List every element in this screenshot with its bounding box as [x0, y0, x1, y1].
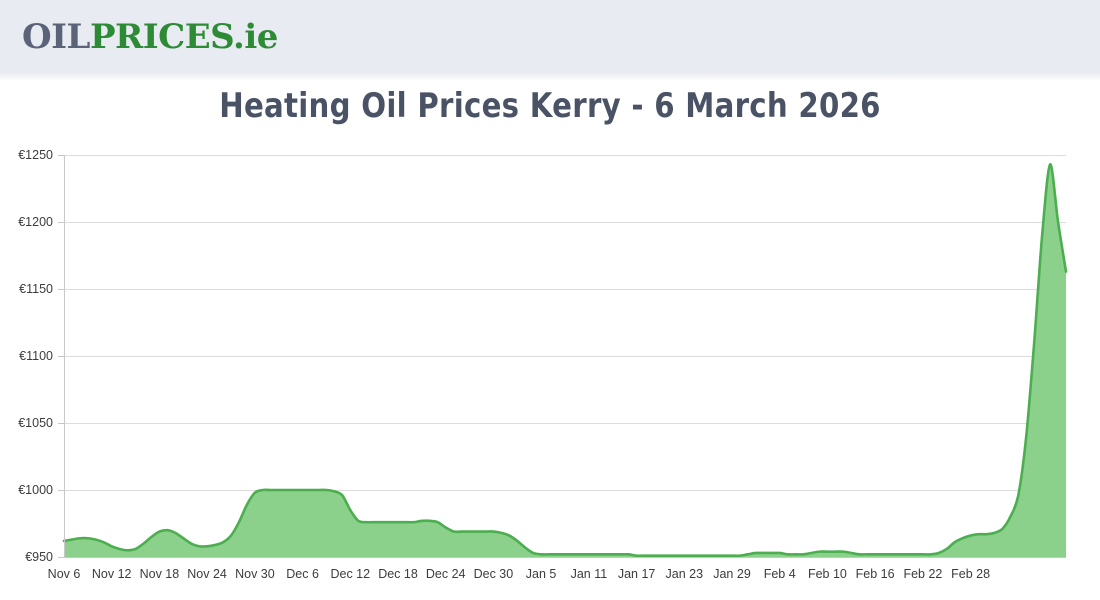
y-tick-label: €1000 — [18, 483, 53, 497]
chart-gridlines — [64, 155, 1066, 558]
price-area-fill — [64, 164, 1066, 558]
x-tick-label: Feb 10 — [808, 567, 847, 581]
x-tick-label: Dec 12 — [330, 567, 370, 581]
x-tick-label: Nov 6 — [48, 567, 81, 581]
page-title: Heating Oil Prices Kerry - 6 March 2026 — [219, 86, 881, 126]
x-tick-label: Nov 18 — [140, 567, 180, 581]
x-tick-label: Jan 29 — [713, 567, 751, 581]
x-tick-label: Feb 22 — [903, 567, 942, 581]
x-tick-label: Dec 24 — [426, 567, 466, 581]
x-tick-label: Dec 30 — [474, 567, 514, 581]
oilprices-ie-logo[interactable]: OILPRICES.ie — [22, 18, 278, 56]
x-tick-label: Jan 11 — [571, 567, 608, 581]
site-header: OILPRICES.ie — [0, 0, 1100, 81]
y-tick-label: €1150 — [19, 282, 53, 296]
logo-text-oil: OIL — [22, 17, 90, 57]
x-tick-label: Dec 6 — [286, 567, 319, 581]
price-area-series — [64, 164, 1066, 558]
y-tick-label: €950 — [25, 550, 53, 564]
x-tick-label: Jan 5 — [526, 567, 557, 581]
x-tick-label: Feb 4 — [764, 567, 796, 581]
x-tick-label: Feb 28 — [951, 567, 990, 581]
x-tick-label: Jan 17 — [618, 567, 656, 581]
chart-axes — [58, 155, 1066, 558]
x-tick-label: Jan 23 — [666, 567, 704, 581]
price-line — [62, 163, 1068, 558]
logo-text-prices: PRICES.ie — [89, 17, 278, 57]
price-line-series — [62, 163, 1068, 558]
y-axis-tick-labels: €950 €1000 €1050 €1100 €1150 €1200 €1250 — [18, 148, 53, 564]
x-tick-label: Dec 18 — [378, 567, 418, 581]
y-tick-label: €1200 — [18, 215, 53, 229]
x-tick-label: Feb 16 — [856, 567, 895, 581]
x-tick-label: Nov 24 — [187, 567, 227, 581]
y-tick-label: €1100 — [19, 349, 53, 363]
x-tick-label: Nov 12 — [92, 567, 132, 581]
y-tick-label: €1050 — [18, 416, 53, 430]
x-tick-label: Nov 30 — [235, 567, 275, 581]
y-tick-label: €1250 — [18, 148, 53, 162]
x-axis-tick-labels: Nov 6 Nov 12 Nov 18 Nov 24 Nov 30 Dec 6 Dec 12… — [48, 567, 990, 581]
